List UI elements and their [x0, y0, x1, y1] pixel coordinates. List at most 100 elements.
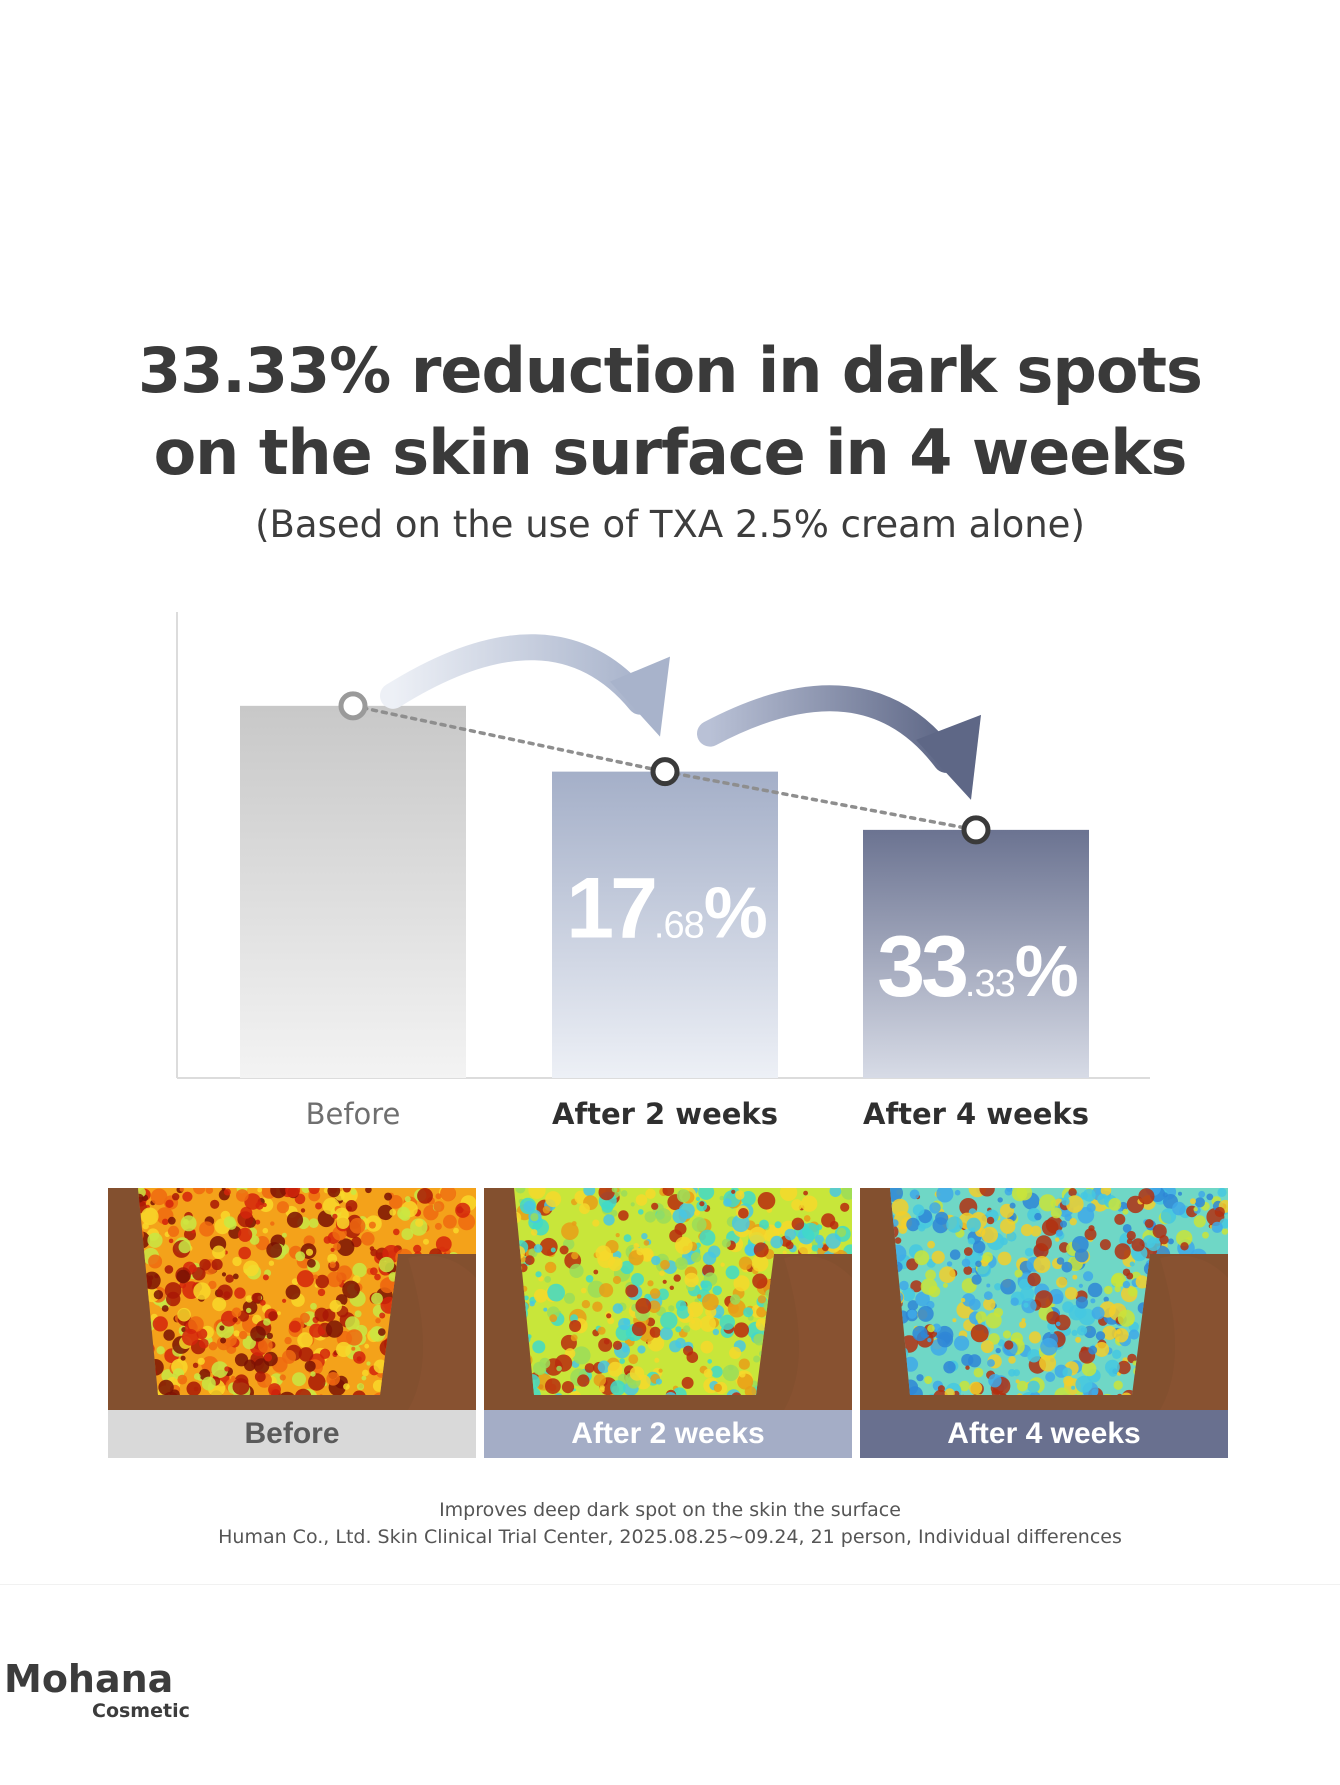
heatmap-spot — [944, 1388, 955, 1395]
heatmap-spot — [1020, 1224, 1034, 1237]
heatmap-spot — [675, 1337, 686, 1349]
heatmap-spot — [917, 1305, 934, 1322]
heatmap-spot — [779, 1188, 798, 1201]
heatmap-spot — [308, 1218, 319, 1228]
heatmap-spot — [1016, 1393, 1023, 1395]
heatmap-spot — [192, 1362, 199, 1368]
heatmap-spot — [1000, 1278, 1016, 1295]
skin-heatmap-image-after-4-weeks — [860, 1188, 1228, 1410]
heatmap-spot — [725, 1265, 740, 1280]
heatmap-spot — [524, 1255, 535, 1266]
heatmap-spot — [211, 1361, 229, 1378]
heatmap-spot — [817, 1242, 824, 1249]
heatmap-spot — [220, 1337, 227, 1344]
heatmap-spot — [912, 1204, 925, 1216]
heatmap-spot — [676, 1189, 691, 1203]
heatmap-spot — [1049, 1329, 1055, 1335]
heatmap-spot — [720, 1262, 725, 1267]
heatmap-spot — [257, 1188, 263, 1193]
heatmap-spot — [257, 1338, 273, 1353]
heatmap-spot — [949, 1249, 961, 1260]
heatmap-spot — [906, 1217, 920, 1232]
heatmap-spot — [162, 1218, 169, 1225]
heatmap-spot — [638, 1209, 644, 1215]
heatmap-spot — [401, 1228, 414, 1240]
heatmap-spot — [180, 1215, 197, 1232]
heatmap-spot — [1128, 1329, 1140, 1340]
heatmap-spot — [1021, 1318, 1026, 1323]
heatmap-spot — [997, 1197, 1003, 1203]
heatmap-spot — [572, 1346, 591, 1365]
heatmap-spot — [361, 1232, 375, 1246]
heatmap-spot — [649, 1288, 661, 1299]
heatmap-spot — [991, 1388, 1000, 1395]
heatmap-spot — [244, 1193, 261, 1210]
heatmap-spot — [251, 1292, 262, 1303]
heatmap-spot — [803, 1190, 808, 1196]
heatmap-spot — [1002, 1330, 1012, 1339]
heatmap-spot — [336, 1238, 355, 1256]
heatmap-spot — [623, 1234, 632, 1242]
heatmap-spot — [538, 1275, 544, 1282]
heatmap-spot — [310, 1302, 317, 1310]
heatmap-spot — [1108, 1198, 1122, 1211]
heatmap-spot — [193, 1373, 201, 1380]
heatmap-spot — [163, 1329, 175, 1341]
heatmap-spot — [694, 1210, 700, 1216]
heatmap-spot — [1193, 1215, 1206, 1228]
heatmap-spot — [979, 1188, 995, 1197]
heatmap-spot — [169, 1389, 180, 1395]
heatmap-spot — [610, 1380, 626, 1395]
photo-after-4-weeks: After 4 weeks — [860, 1188, 1228, 1458]
heatmap-spot — [625, 1284, 639, 1298]
heatmap-spot — [167, 1225, 180, 1237]
heatmap-spot — [952, 1318, 957, 1323]
heatmap-spot — [628, 1354, 639, 1364]
heatmap-spot — [210, 1199, 220, 1209]
heatmap-spot — [659, 1270, 665, 1276]
heatmap-spot — [606, 1313, 612, 1319]
heatmap-spot — [1193, 1207, 1198, 1212]
heatmap-spot — [1217, 1188, 1227, 1197]
heatmap-spot — [629, 1366, 645, 1381]
heatmap-spot — [612, 1303, 623, 1314]
heatmap-spot — [916, 1374, 924, 1382]
heatmap-spot — [197, 1357, 205, 1365]
heatmap-spot — [983, 1291, 993, 1300]
heatmap-spot — [182, 1191, 193, 1202]
photo-before: Before — [108, 1188, 476, 1458]
heatmap-spot — [1027, 1272, 1041, 1287]
heatmap-spot — [153, 1290, 164, 1300]
heatmap-spot — [1144, 1219, 1154, 1228]
heatmap-spot — [1019, 1321, 1027, 1329]
data-label-1: 17.68% — [566, 861, 767, 957]
heatmap-spot — [349, 1217, 366, 1234]
x-tick-label-1: After 2 weeks — [552, 1097, 778, 1131]
heatmap-spot — [232, 1256, 242, 1267]
heatmap-spot — [1127, 1286, 1138, 1297]
heatmap-spot — [739, 1371, 746, 1378]
heatmap-spot — [294, 1388, 312, 1395]
heatmap-spot — [1014, 1269, 1023, 1278]
heatmap-spot — [298, 1347, 314, 1362]
heatmap-spot — [1008, 1356, 1016, 1364]
heatmap-spot — [1113, 1380, 1123, 1390]
nose-shadow — [784, 1255, 852, 1410]
heatmap-spot — [738, 1256, 753, 1270]
heatmap-spot — [607, 1317, 615, 1325]
heatmap-spot — [1028, 1331, 1042, 1344]
heatmap-spot — [180, 1355, 186, 1361]
heatmap-spot — [1000, 1218, 1016, 1234]
heatmap-spot — [752, 1273, 768, 1289]
heatmap-spot — [295, 1251, 306, 1262]
heatmap-spot — [307, 1258, 316, 1268]
heatmap-spot — [975, 1260, 982, 1267]
heatmap-spot — [166, 1291, 181, 1307]
heatmap-spot — [152, 1316, 168, 1332]
heatmap-spot — [971, 1274, 982, 1285]
heatmap-spot — [329, 1261, 336, 1268]
heatmap-spot — [234, 1287, 246, 1299]
heatmap-spot — [292, 1372, 306, 1387]
heatmap-spot — [327, 1188, 341, 1198]
heatmap-spot — [673, 1274, 681, 1282]
